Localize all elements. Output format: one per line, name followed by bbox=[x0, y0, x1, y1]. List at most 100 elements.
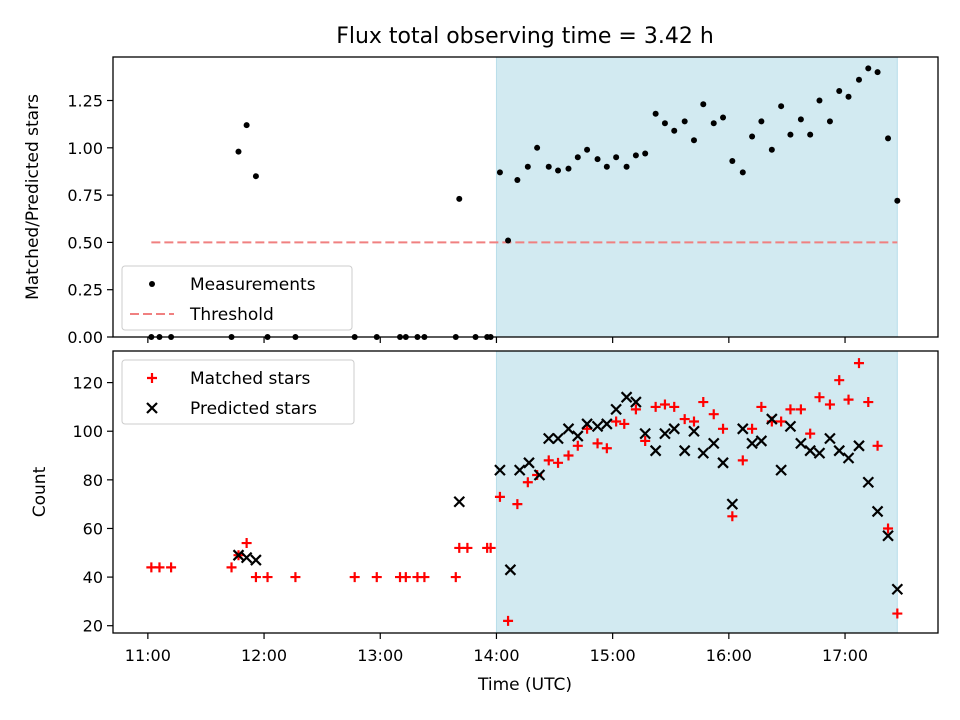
predicted-star-point bbox=[697, 447, 710, 459]
y-tick-label: 0.25 bbox=[67, 281, 103, 300]
predicted-star-point bbox=[542, 432, 555, 445]
legend-box bbox=[121, 265, 353, 331]
matched-star-point bbox=[785, 404, 796, 415]
axes-frame bbox=[112, 56, 939, 338]
y-axis-label: Count bbox=[30, 466, 50, 517]
predicted-star-point bbox=[833, 444, 846, 457]
y-tick-label: 60 bbox=[83, 519, 103, 538]
measurement-point bbox=[836, 88, 843, 95]
measurement-point bbox=[505, 237, 512, 244]
measurement-point bbox=[710, 120, 717, 127]
matched-star-point bbox=[718, 423, 729, 434]
matched-star-point bbox=[462, 542, 473, 553]
legend: Measurements Threshold bbox=[121, 265, 353, 331]
matched-star-point bbox=[154, 562, 165, 573]
matched-star-point bbox=[814, 392, 825, 403]
measurement-point bbox=[584, 146, 591, 153]
matched-star-point bbox=[563, 450, 574, 461]
predicted-star-point bbox=[581, 418, 593, 430]
predicted-star-point bbox=[813, 447, 826, 459]
chart-title: Flux total observing time = 3.42 h bbox=[336, 24, 714, 49]
predicted-star-point bbox=[707, 437, 720, 450]
matched-star-point bbox=[872, 440, 883, 451]
matched-star-point bbox=[419, 572, 430, 583]
matched-star-point bbox=[834, 375, 845, 386]
measurement-point bbox=[787, 131, 794, 138]
predicted-star-point bbox=[240, 551, 253, 564]
x-tick-label: 15:00 bbox=[590, 646, 636, 665]
y-tick-label: 0.50 bbox=[67, 233, 103, 252]
legend-box bbox=[121, 359, 355, 425]
measurement-point bbox=[845, 93, 852, 100]
measurement-point bbox=[778, 103, 785, 110]
measurement-point bbox=[545, 163, 552, 170]
matched-star-point bbox=[630, 404, 641, 415]
measurement-point bbox=[652, 110, 659, 117]
measurement-point bbox=[243, 122, 250, 129]
measurement-point bbox=[749, 133, 756, 140]
measurement-point bbox=[594, 156, 601, 163]
matched-star-point bbox=[708, 409, 719, 420]
matched-star-point bbox=[543, 455, 554, 466]
matched-star-point bbox=[892, 608, 903, 619]
measurement-point bbox=[739, 169, 746, 176]
predicted-star-point bbox=[552, 432, 564, 445]
predicted-star-point bbox=[639, 427, 651, 440]
shaded-region bbox=[495, 56, 898, 338]
matched-star-point bbox=[776, 416, 787, 427]
measurement-point bbox=[894, 197, 901, 204]
matched-star-point bbox=[883, 523, 894, 534]
matched-star-point bbox=[494, 491, 505, 502]
measurement-point bbox=[661, 120, 668, 127]
y-tick-label: 0.00 bbox=[67, 328, 103, 347]
y-tick-label: 40 bbox=[83, 568, 103, 587]
measurement-point bbox=[623, 163, 630, 170]
measurement-point bbox=[565, 165, 572, 172]
predicted-star-point bbox=[572, 430, 584, 442]
matched-star-point bbox=[450, 572, 461, 583]
predicted-star-point bbox=[871, 505, 884, 518]
matched-star-point bbox=[371, 572, 382, 583]
matched-star-point bbox=[863, 397, 874, 408]
matched-star-point bbox=[611, 416, 622, 427]
matched-star-point bbox=[572, 440, 583, 451]
matched-star-point bbox=[843, 394, 854, 405]
predicted-star-point bbox=[795, 437, 807, 450]
predicted-star-point bbox=[717, 457, 729, 469]
matched-star-point bbox=[262, 572, 273, 583]
axes-frame bbox=[112, 350, 939, 634]
matched-star-point bbox=[795, 404, 806, 415]
measurement-point bbox=[816, 97, 823, 104]
matched-star-point bbox=[756, 401, 767, 412]
measurement-point bbox=[235, 148, 242, 155]
measurement-point bbox=[681, 118, 688, 125]
matched-star-point bbox=[619, 418, 630, 429]
matched-star-point bbox=[698, 397, 709, 408]
measurement-point bbox=[456, 195, 463, 202]
y-tick-label: 100 bbox=[72, 422, 103, 441]
predicted-star-point bbox=[862, 476, 875, 489]
measurement-point bbox=[514, 176, 521, 183]
predicted-star-point bbox=[250, 554, 262, 566]
matched-star-point bbox=[805, 428, 816, 439]
legend-label: Threshold bbox=[189, 305, 274, 325]
matched-star-point bbox=[290, 572, 301, 583]
x-tick-label: 11:00 bbox=[125, 646, 171, 665]
predicted-star-point bbox=[737, 423, 749, 435]
matched-star-point bbox=[592, 438, 603, 449]
matched-star-point bbox=[241, 538, 252, 549]
matched-star-point bbox=[747, 423, 758, 434]
measurement-point bbox=[690, 137, 697, 144]
predicted-star-point bbox=[746, 437, 758, 450]
matched-star-point bbox=[349, 572, 360, 583]
measurement-point bbox=[729, 158, 736, 165]
predicted-star-point bbox=[882, 529, 894, 542]
matched-star-point bbox=[250, 572, 261, 583]
ratio-panel: 0.00 0.25 0.50 0.75 1.00 1.25 Matched/Predicte… bbox=[23, 56, 939, 347]
y-tick-label: 120 bbox=[72, 374, 103, 393]
matched-star-point bbox=[522, 477, 533, 488]
predicted-star-point bbox=[533, 469, 546, 481]
y-tick-label: 1.25 bbox=[67, 92, 103, 111]
predicted-star-point bbox=[784, 420, 797, 433]
measurement-point bbox=[885, 135, 892, 142]
